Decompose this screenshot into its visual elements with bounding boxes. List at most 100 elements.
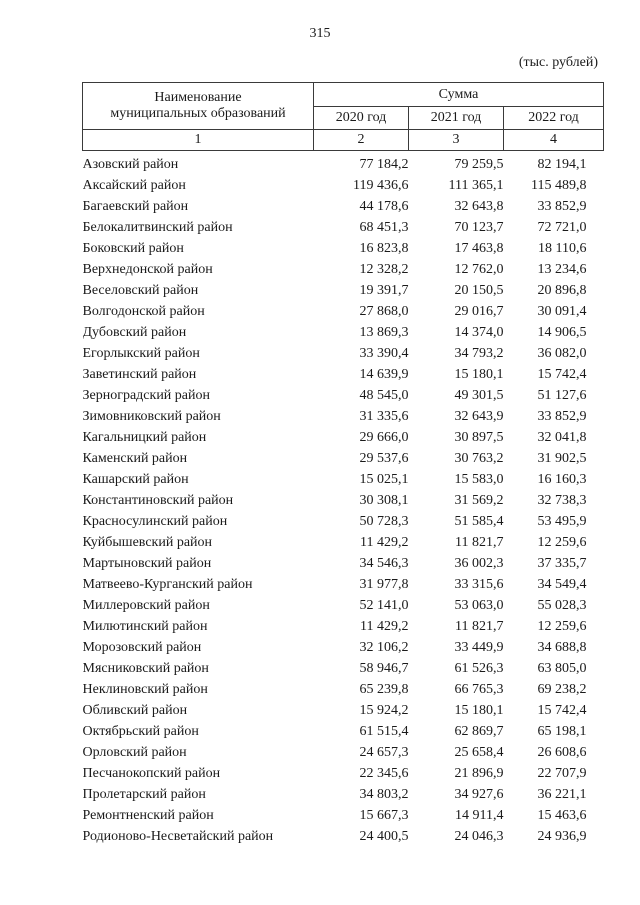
table-row: Мясниковский район 58 946,7 61 526,3 63 … <box>83 658 604 679</box>
table-row: Азовский район 77 184,2 79 259,5 82 194,… <box>83 151 604 176</box>
value-2021: 32 643,9 <box>454 408 504 424</box>
value-2022: 33 852,9 <box>537 408 587 424</box>
value-2022: 15 463,6 <box>537 807 587 823</box>
value-2021: 51 585,4 <box>454 513 504 529</box>
value-2020: 58 946,7 <box>359 660 409 676</box>
value-2021: 11 821,7 <box>455 618 504 634</box>
value-2020: 31 335,6 <box>359 408 409 424</box>
table-row: Волгодонской район 27 868,0 29 016,7 30 … <box>83 301 604 322</box>
value-2022: 15 742,4 <box>537 702 587 718</box>
value-2021: 62 869,7 <box>454 723 504 739</box>
value-2022: 63 805,0 <box>537 660 587 676</box>
table-row: Егорлыкский район 33 390,4 34 793,2 36 0… <box>83 343 604 364</box>
value-2020: 77 184,2 <box>359 156 409 172</box>
value-2021: 15 583,0 <box>454 471 504 487</box>
district-name: Ремонтненский район <box>82 807 214 823</box>
value-2020: 24 657,3 <box>359 744 409 760</box>
value-2022: 34 688,8 <box>537 639 587 655</box>
value-2020: 119 436,6 <box>353 177 409 193</box>
value-2021: 34 927,6 <box>454 786 504 802</box>
table-row: Белокалитвинский район 68 451,3 70 123,7… <box>83 217 604 238</box>
value-2021: 33 449,9 <box>454 639 504 655</box>
value-2021: 53 063,0 <box>454 597 504 613</box>
district-name: Песчанокопский район <box>82 765 221 781</box>
district-name: Верхнедонской район <box>82 261 213 277</box>
value-2021: 111 365,1 <box>448 177 504 193</box>
value-2021: 61 526,3 <box>454 660 504 676</box>
table-row: Зимовниковский район 31 335,6 32 643,9 3… <box>83 406 604 427</box>
value-2020: 24 400,5 <box>359 828 409 844</box>
district-name: Заветинский район <box>82 366 197 382</box>
budget-table: Наименование муниципальных образований С… <box>82 82 605 848</box>
table-row: Заветинский район 14 639,9 15 180,1 15 7… <box>83 364 604 385</box>
value-2021: 12 762,0 <box>454 261 504 277</box>
value-2020: 33 390,4 <box>359 345 409 361</box>
table-row: Октябрьский район 61 515,4 62 869,7 65 1… <box>83 721 604 742</box>
value-2021: 34 793,2 <box>454 345 504 361</box>
value-2020: 11 429,2 <box>360 618 409 634</box>
district-name: Каменский район <box>82 450 188 466</box>
value-2021: 21 896,9 <box>454 765 504 781</box>
value-2022: 32 041,8 <box>537 429 587 445</box>
value-2020: 22 345,6 <box>359 765 409 781</box>
table-row: Орловский район 24 657,3 25 658,4 26 608… <box>83 742 604 763</box>
value-2020: 15 924,2 <box>359 702 409 718</box>
value-2022: 12 259,6 <box>537 534 587 550</box>
table-row: Дубовский район 13 869,3 14 374,0 14 906… <box>83 322 604 343</box>
value-2022: 22 707,9 <box>537 765 587 781</box>
value-2022: 69 238,2 <box>537 681 587 697</box>
value-2020: 34 803,2 <box>359 786 409 802</box>
table-row: Константиновский район 30 308,1 31 569,2… <box>83 490 604 511</box>
table-row: Морозовский район 32 106,2 33 449,9 34 6… <box>83 637 604 658</box>
value-2022: 14 906,5 <box>537 324 587 340</box>
value-2020: 48 545,0 <box>359 387 409 403</box>
value-2021: 30 763,2 <box>454 450 504 466</box>
value-2022: 37 335,7 <box>537 555 587 571</box>
value-2020: 15 667,3 <box>359 807 409 823</box>
value-2021: 20 150,5 <box>454 282 504 298</box>
value-2022: 30 091,4 <box>537 303 587 319</box>
value-2020: 12 328,2 <box>359 261 409 277</box>
value-2022: 24 936,9 <box>537 828 587 844</box>
district-name: Пролетарский район <box>82 786 206 802</box>
value-2021: 15 180,1 <box>454 702 504 718</box>
value-2020: 16 823,8 <box>359 240 409 256</box>
value-2020: 11 429,2 <box>360 534 409 550</box>
value-2022: 16 160,3 <box>537 471 587 487</box>
district-name: Азовский район <box>82 156 179 172</box>
value-2022: 115 489,8 <box>531 177 587 193</box>
table-body: Азовский район 77 184,2 79 259,5 82 194,… <box>83 151 604 848</box>
value-2021: 24 046,3 <box>454 828 504 844</box>
value-2022: 36 082,0 <box>537 345 587 361</box>
units-note: (тыс. рублей) <box>518 55 598 70</box>
table-header: Наименование муниципальных образований С… <box>82 82 605 151</box>
value-2021: 49 301,5 <box>454 387 504 403</box>
value-2021: 66 765,3 <box>454 681 504 697</box>
value-2020: 27 868,0 <box>359 303 409 319</box>
value-2022: 82 194,1 <box>537 156 587 172</box>
document-body: (тыс. рублей) Наименование муниципальных… <box>82 55 605 848</box>
value-2020: 68 451,3 <box>359 219 409 235</box>
district-name: Дубовский район <box>82 324 187 340</box>
value-2020: 30 308,1 <box>359 492 409 508</box>
value-2020: 31 977,8 <box>359 576 409 592</box>
table-row: Пролетарский район 34 803,2 34 927,6 36 … <box>83 784 604 805</box>
value-2022: 36 221,1 <box>537 786 587 802</box>
table-row: Миллеровский район 52 141,0 53 063,0 55 … <box>83 595 604 616</box>
header-colnum-1: 1 <box>82 129 314 151</box>
district-name: Зимовниковский район <box>82 408 221 424</box>
value-2020: 29 537,6 <box>359 450 409 466</box>
header-year-2020: 2020 год <box>313 106 409 130</box>
value-2021: 17 463,8 <box>454 240 504 256</box>
table-row: Кагальницкий район 29 666,0 30 897,5 32 … <box>83 427 604 448</box>
header-name-line1: Наименование <box>154 90 242 105</box>
value-2021: 32 643,8 <box>454 198 504 214</box>
value-2020: 15 025,1 <box>359 471 409 487</box>
value-2021: 33 315,6 <box>454 576 504 592</box>
header-colnum-2: 2 <box>313 129 409 151</box>
table-row: Багаевский район 44 178,6 32 643,8 33 85… <box>83 196 604 217</box>
value-2022: 53 495,9 <box>537 513 587 529</box>
header-year-2021: 2021 год <box>408 106 504 130</box>
value-2021: 14 911,4 <box>455 807 504 823</box>
header-year-2022: 2022 год <box>502 106 605 130</box>
